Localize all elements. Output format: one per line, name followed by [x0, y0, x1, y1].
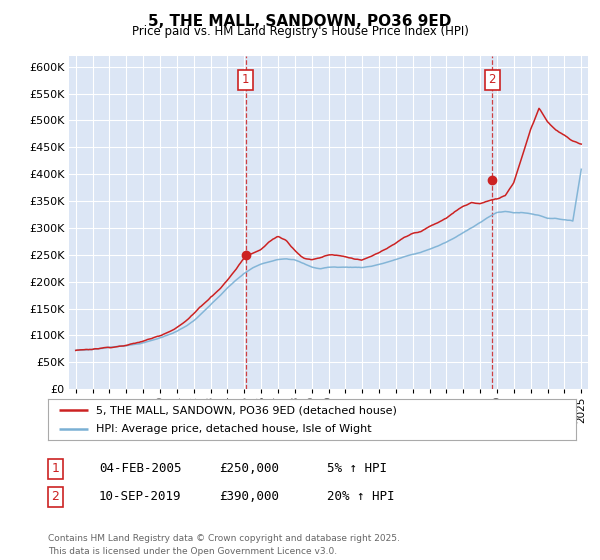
- Text: 5% ↑ HPI: 5% ↑ HPI: [327, 462, 387, 475]
- Text: 5, THE MALL, SANDOWN, PO36 9ED (detached house): 5, THE MALL, SANDOWN, PO36 9ED (detached…: [95, 405, 397, 415]
- Text: Price paid vs. HM Land Registry's House Price Index (HPI): Price paid vs. HM Land Registry's House …: [131, 25, 469, 38]
- Text: £250,000: £250,000: [219, 462, 279, 475]
- Text: £390,000: £390,000: [219, 490, 279, 503]
- Text: 10-SEP-2019: 10-SEP-2019: [99, 490, 182, 503]
- Text: Contains HM Land Registry data © Crown copyright and database right 2025.
This d: Contains HM Land Registry data © Crown c…: [48, 534, 400, 556]
- Text: 20% ↑ HPI: 20% ↑ HPI: [327, 490, 395, 503]
- Text: 2: 2: [51, 490, 59, 503]
- Text: 5, THE MALL, SANDOWN, PO36 9ED: 5, THE MALL, SANDOWN, PO36 9ED: [148, 14, 452, 29]
- Text: HPI: Average price, detached house, Isle of Wight: HPI: Average price, detached house, Isle…: [95, 424, 371, 433]
- Text: 1: 1: [242, 73, 250, 86]
- Text: 1: 1: [51, 462, 59, 475]
- Text: 04-FEB-2005: 04-FEB-2005: [99, 462, 182, 475]
- Text: 2: 2: [488, 73, 496, 86]
